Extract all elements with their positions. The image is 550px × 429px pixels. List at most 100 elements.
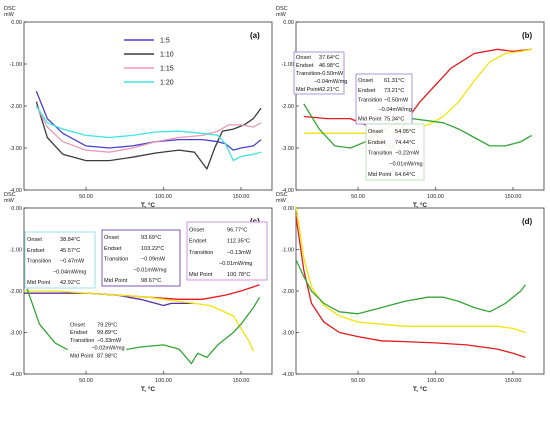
y-unit-label: DSC (4, 6, 16, 12)
annotation-value: −0.50mW (384, 97, 409, 103)
y-tick-label: 0.00 (283, 20, 294, 26)
annotation-value: −0.33mW (97, 338, 122, 344)
x-tick-label: 50.00 (79, 194, 93, 200)
series-line (35, 105, 262, 153)
annotation-key: Transition (27, 259, 51, 265)
annotation-key: Mid Point (296, 87, 320, 93)
annotation-key: Endset (70, 330, 88, 336)
x-axis-label: T, °C (141, 201, 155, 209)
annotation-value: 103.22°C (141, 246, 164, 252)
y-tick-label: -1.00 (9, 62, 22, 68)
annotation-key: Transition (358, 97, 382, 103)
annotation-value: 37.64°C (319, 55, 339, 61)
x-tick-label: 100.00 (427, 378, 444, 384)
panel-label: (b) (522, 31, 533, 40)
y-tick-label: 0.00 (11, 20, 22, 26)
transition-annotation-box (101, 229, 181, 287)
x-tick-label: 150.00 (233, 194, 250, 200)
annotation-value: 45.57°C (60, 248, 80, 254)
y-tick-label: -2.00 (281, 289, 294, 295)
annotation-value: 99.89°C (97, 330, 117, 336)
x-tick-label: 50.00 (79, 378, 93, 384)
y-tick-label: -4.00 (9, 188, 22, 194)
annotation-value: 54.95°C (395, 129, 415, 135)
y-tick-label: -1.00 (281, 248, 294, 254)
series-line (295, 205, 526, 334)
annotation-value: 64.64°C (395, 172, 415, 178)
annotation-key: Transition (368, 151, 392, 157)
annotation-key: Onset (189, 227, 204, 233)
annotation-value: 98.67°C (141, 278, 161, 284)
annotation-key: Mid Point (27, 280, 51, 286)
annotation-value: 112.35°C (227, 239, 250, 245)
y-tick-label: -3.00 (281, 146, 294, 152)
x-tick-label: 100.00 (155, 194, 172, 200)
x-axis-label: T, °C (141, 385, 155, 393)
transition-annotation-box (365, 123, 425, 181)
y-tick-label: -4.00 (281, 372, 294, 378)
y-tick-label: -2.00 (9, 104, 22, 110)
series-line (35, 101, 262, 170)
y-unit-label: mW (4, 198, 15, 204)
annotation-key: Onset (368, 129, 383, 135)
y-tick-label: -3.00 (281, 331, 294, 337)
y-tick-label: 0.00 (283, 206, 294, 212)
plot-frame (295, 207, 545, 375)
y-tick-label: -3.00 (9, 146, 22, 152)
annotation-value: −0.09mW (141, 257, 166, 263)
annotation-value: −0.01mW/mg (219, 261, 252, 267)
annotation-value: 87.98°C (97, 353, 117, 359)
annotation-key: Mid Point (368, 172, 392, 178)
annotation-key: Onset (27, 237, 42, 243)
y-tick-label: -3.00 (9, 331, 22, 337)
series-line (35, 91, 262, 151)
annotation-key: Onset (296, 55, 311, 61)
annotation-key: Endset (368, 140, 386, 146)
annotation-value: 38.84°C (60, 237, 80, 243)
annotation-key: Transition (189, 250, 213, 256)
x-tick-label: 150.00 (505, 378, 522, 384)
y-tick-label: 0.00 (11, 206, 22, 212)
annotation-key: Endset (27, 248, 45, 254)
annotation-key: Transition (296, 71, 320, 77)
legend-label: 1:20 (160, 80, 174, 87)
legend-label: 1:10 (160, 52, 174, 59)
series-line (24, 290, 254, 352)
y-tick-label: -4.00 (9, 372, 22, 378)
series-line (26, 288, 261, 365)
y-tick-label: -2.00 (9, 289, 22, 295)
x-axis-label: T, °C (413, 385, 427, 393)
annotation-key: Transition (104, 257, 128, 263)
y-tick-label: -1.00 (281, 62, 294, 68)
annotation-key: Onset (358, 78, 373, 84)
annotation-value: −0.02mW/mg (91, 346, 124, 352)
series-line (295, 216, 526, 359)
annotation-value: 75.34°C (384, 117, 404, 123)
x-tick-label: 150.00 (505, 194, 522, 200)
series-line (24, 292, 195, 307)
annotation-value: −0.50mW (319, 71, 344, 77)
annotation-value: 61.31°C (384, 78, 404, 84)
legend-label: 1:5 (160, 38, 170, 45)
y-unit-label: mW (4, 12, 15, 18)
annotation-key: Endset (358, 88, 376, 94)
x-tick-label: 100.00 (427, 194, 444, 200)
transition-annotation-box (293, 51, 345, 95)
y-tick-label: -1.00 (9, 248, 22, 254)
x-tick-label: 50.00 (351, 194, 365, 200)
annotation-value: −0.47mW (60, 259, 85, 265)
annotation-key: Onset (104, 235, 119, 241)
series-line (303, 48, 532, 134)
y-tick-label: -2.00 (281, 104, 294, 110)
annotation-key: Mid Point (70, 353, 94, 359)
x-tick-label: 100.00 (155, 378, 172, 384)
annotation-value: 46.98°C (319, 63, 339, 69)
annotation-value: −0.04mW/mg (53, 269, 86, 275)
annotation-key: Mid Point (104, 278, 128, 284)
